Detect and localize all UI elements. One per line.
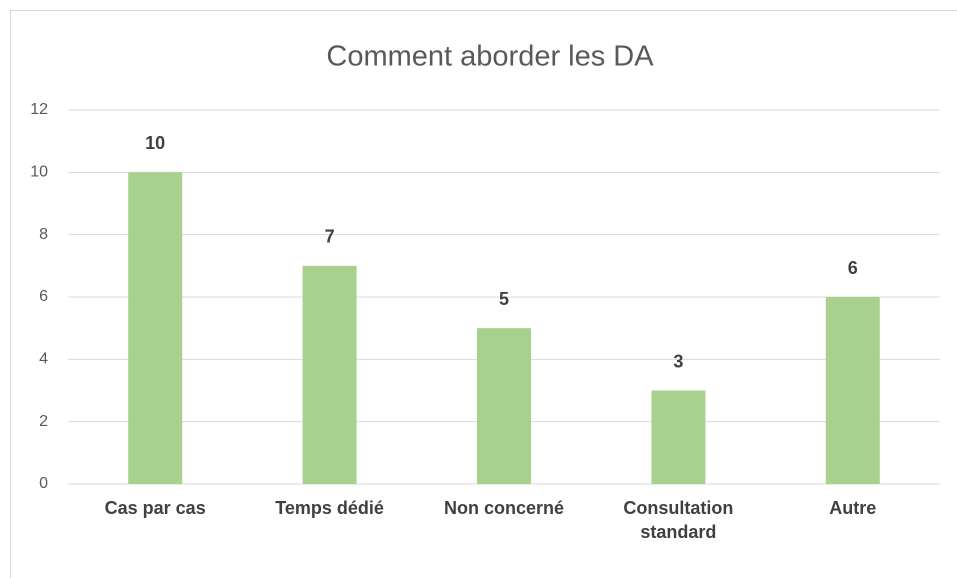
- value-label: 10: [145, 133, 165, 153]
- y-tick-label: 0: [39, 475, 48, 492]
- value-label: 5: [499, 289, 509, 309]
- x-tick-label: Cas par cas: [104, 498, 206, 518]
- chart-frame: [10, 10, 957, 578]
- x-tick-label: Non concerné: [443, 498, 565, 518]
- y-tick-label: 12: [30, 101, 48, 118]
- bar: [128, 172, 183, 485]
- bar: [825, 297, 880, 484]
- value-label: 3: [673, 351, 683, 371]
- y-tick-label: 8: [39, 226, 48, 243]
- x-tick-label: Consultation standard: [623, 498, 734, 542]
- y-tick-label: 4: [39, 351, 48, 368]
- y-tick-label: 2: [39, 413, 48, 430]
- bar: [477, 328, 531, 484]
- y-tick-label: 6: [39, 288, 48, 305]
- chart-title: Comment aborder les DA: [326, 41, 654, 73]
- y-tick-label: 10: [30, 164, 48, 181]
- x-tick-label: Autre: [829, 498, 877, 518]
- bar: [651, 390, 706, 484]
- x-tick-label: Temps dédié: [275, 498, 384, 518]
- value-label: 6: [848, 258, 858, 278]
- bar: [302, 265, 357, 484]
- value-label: 7: [325, 227, 335, 247]
